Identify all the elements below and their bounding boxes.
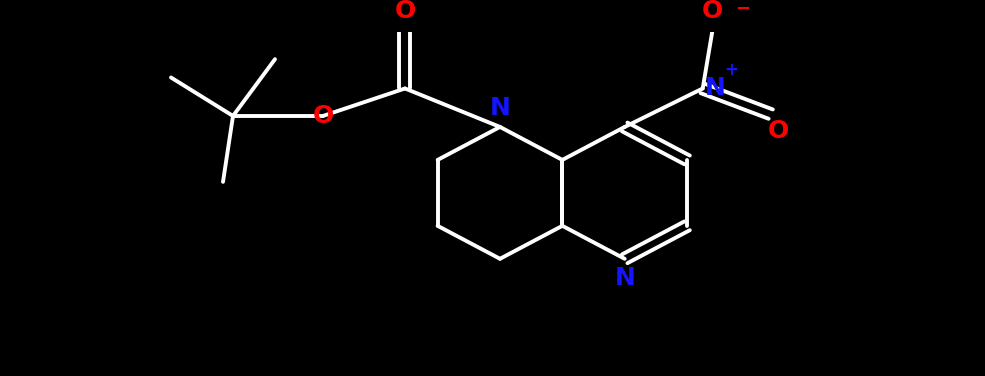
- Text: O: O: [702, 0, 723, 23]
- Text: O: O: [394, 0, 416, 23]
- Text: −: −: [735, 0, 750, 18]
- Text: +: +: [725, 61, 739, 79]
- Text: N: N: [704, 76, 726, 100]
- Text: N: N: [490, 96, 510, 120]
- Text: N: N: [615, 266, 635, 290]
- Text: O: O: [768, 119, 789, 143]
- Text: O: O: [312, 104, 334, 128]
